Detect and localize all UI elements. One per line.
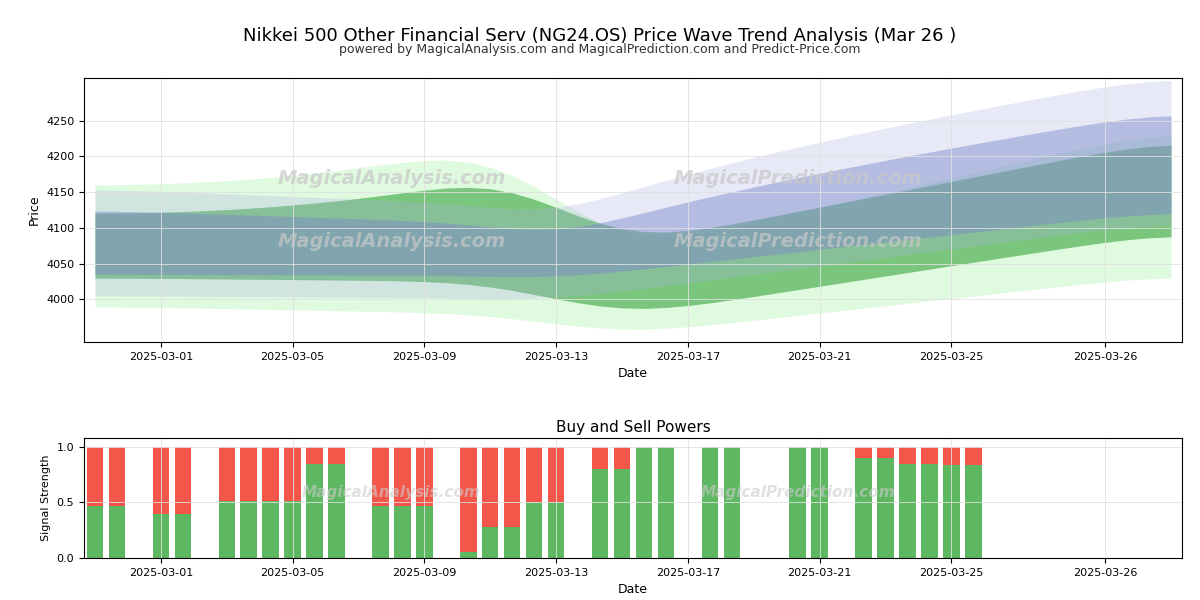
Bar [240,447,257,502]
Bar [922,447,937,464]
Text: MagicalAnalysis.com: MagicalAnalysis.com [277,169,505,188]
Y-axis label: Price: Price [28,194,41,226]
Text: MagicalPrediction.com: MagicalPrediction.com [673,169,922,188]
Bar [329,447,344,464]
Bar [416,447,433,506]
Bar [877,458,894,558]
Bar [856,458,872,558]
Bar [548,502,564,558]
Bar [922,464,937,558]
Bar [943,447,960,464]
Text: MagicalAnalysis.com: MagicalAnalysis.com [277,232,505,251]
Bar [504,527,521,558]
Bar [372,506,389,558]
Bar [416,506,433,558]
Bar [702,447,718,558]
Bar [899,464,916,558]
Title: Buy and Sell Powers: Buy and Sell Powers [556,421,710,436]
Bar [306,447,323,464]
Bar [174,447,191,514]
Bar [372,447,389,506]
Bar [526,447,542,502]
Bar [856,447,872,458]
Bar [482,527,498,558]
Bar [394,447,410,506]
Bar [943,464,960,558]
Text: MagicalAnalysis.com: MagicalAnalysis.com [302,484,481,499]
Bar [263,502,278,558]
Bar [790,447,806,558]
Bar [86,447,103,506]
Bar [86,506,103,558]
Bar [526,502,542,558]
Bar [394,506,410,558]
Bar [152,447,169,514]
Text: powered by MagicalAnalysis.com and MagicalPrediction.com and Predict-Price.com: powered by MagicalAnalysis.com and Magic… [340,43,860,56]
Bar [284,447,301,502]
Bar [284,502,301,558]
Bar [263,447,278,502]
Bar [811,447,828,558]
Bar [460,553,476,558]
Bar [152,514,169,558]
Bar [613,469,630,558]
Bar [899,447,916,464]
Text: Nikkei 500 Other Financial Serv (NG24.OS) Price Wave Trend Analysis (Mar 26 ): Nikkei 500 Other Financial Serv (NG24.OS… [244,27,956,45]
Bar [658,447,674,558]
Bar [613,447,630,469]
Text: MagicalPrediction.com: MagicalPrediction.com [701,484,895,499]
Bar [306,464,323,558]
Bar [965,447,982,464]
Bar [965,464,982,558]
Text: MagicalPrediction.com: MagicalPrediction.com [673,232,922,251]
Bar [109,506,125,558]
Bar [548,447,564,502]
Y-axis label: Signal Strength: Signal Strength [41,455,52,541]
X-axis label: Date: Date [618,367,648,380]
Bar [482,447,498,527]
Bar [460,447,476,553]
X-axis label: Date: Date [618,583,648,596]
Bar [329,464,344,558]
Bar [636,447,653,558]
Bar [592,447,608,469]
Bar [109,447,125,506]
Bar [240,502,257,558]
Bar [724,447,740,558]
Bar [218,447,235,502]
Bar [877,447,894,458]
Bar [504,447,521,527]
Bar [174,514,191,558]
Bar [592,469,608,558]
Bar [218,502,235,558]
